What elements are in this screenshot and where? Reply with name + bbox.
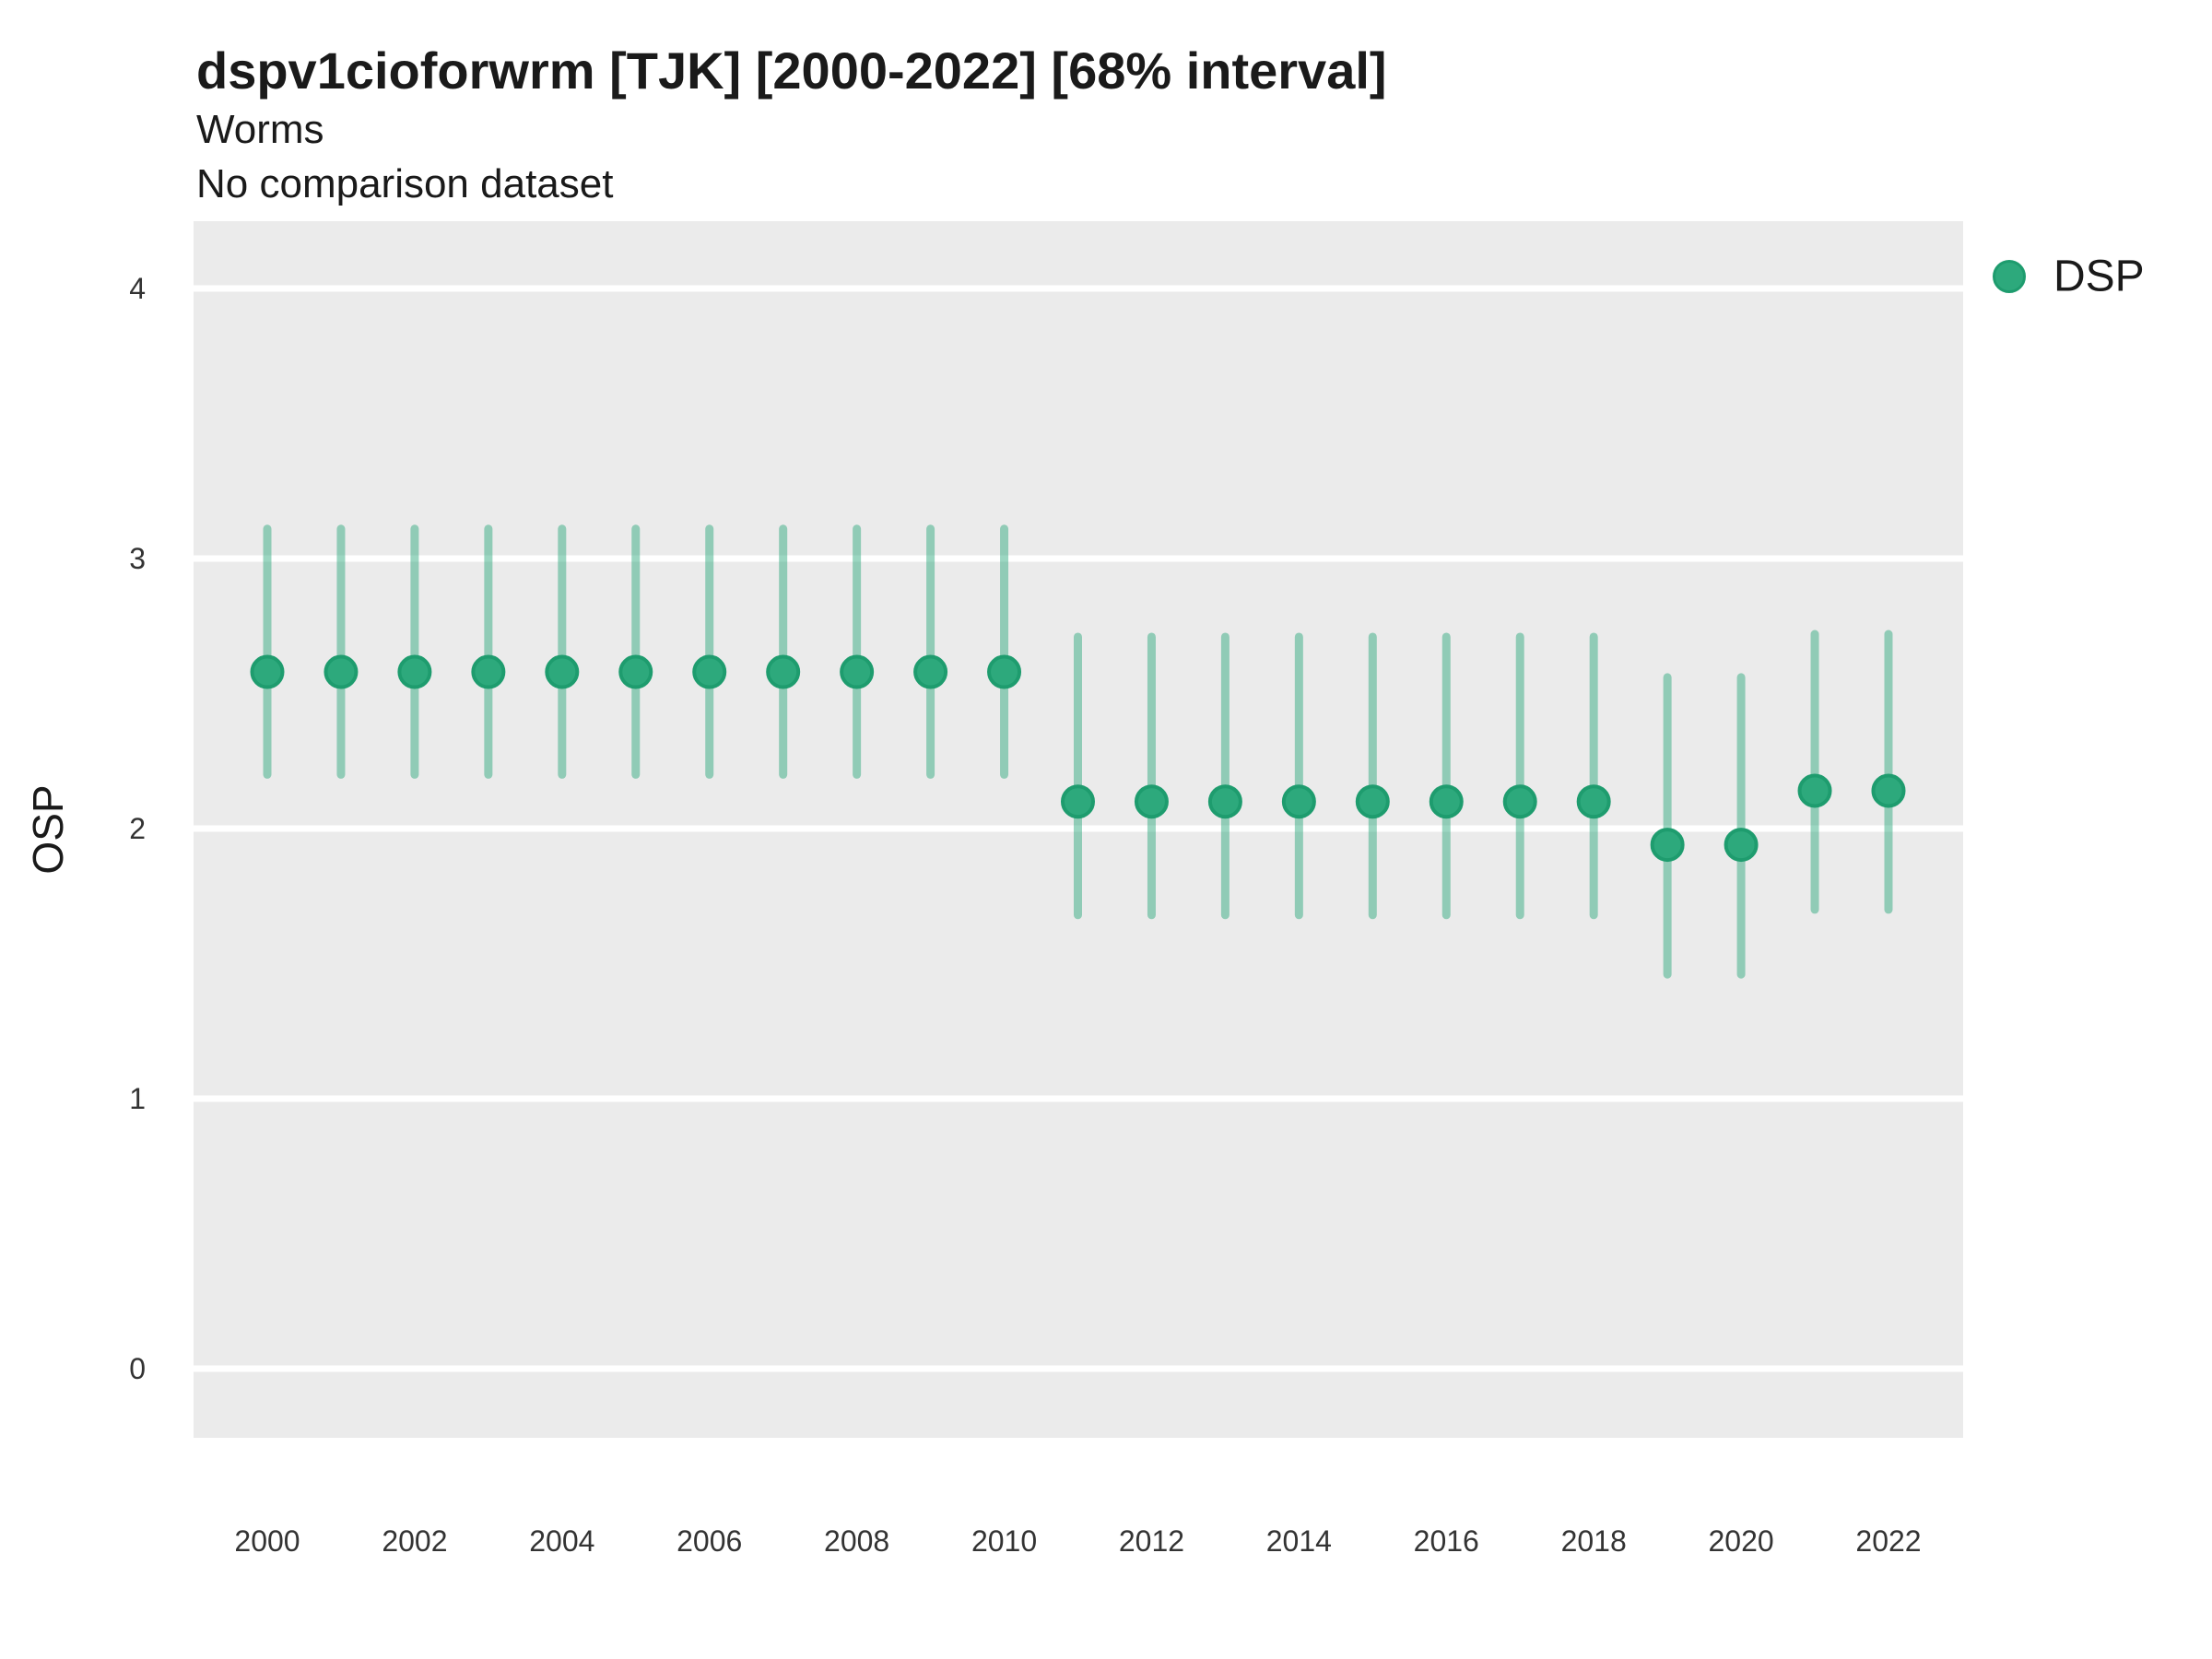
data-point xyxy=(1502,784,1537,819)
legend-marker-icon xyxy=(1993,260,2026,293)
data-point xyxy=(1650,828,1685,863)
y-axis-title: OSP xyxy=(24,784,72,874)
chart-subtitle-comparison: No comparison dataset xyxy=(196,161,613,206)
x-tick-label: 2008 xyxy=(824,1524,889,1558)
data-point xyxy=(1207,784,1242,819)
data-points-layer xyxy=(250,654,1906,863)
y-tick-label: 4 xyxy=(129,272,146,305)
x-tick-label: 2000 xyxy=(234,1524,300,1558)
x-tick-label: 2012 xyxy=(1119,1524,1184,1558)
data-point xyxy=(1281,784,1316,819)
data-point xyxy=(1797,773,1832,808)
data-point xyxy=(1060,784,1095,819)
y-axis-tick-labels: 4 3 2 1 0 xyxy=(129,272,146,1385)
x-tick-label: 2006 xyxy=(677,1524,742,1558)
interval-bars-layer xyxy=(263,524,1893,979)
y-tick-label: 3 xyxy=(129,542,146,575)
data-point xyxy=(1134,784,1169,819)
x-axis-tick-labels: 2000 2002 2004 2006 2008 2010 2012 2014 2016 2018… xyxy=(234,1524,1921,1558)
x-tick-label: 2018 xyxy=(1561,1524,1627,1558)
data-point xyxy=(545,654,580,689)
data-point xyxy=(987,654,1022,689)
x-tick-label: 2020 xyxy=(1708,1524,1773,1558)
data-point xyxy=(840,654,875,689)
data-point xyxy=(397,654,432,689)
data-point xyxy=(1871,773,1906,808)
data-point xyxy=(1576,784,1611,819)
data-point xyxy=(1429,784,1464,819)
x-tick-label: 2002 xyxy=(382,1524,447,1558)
data-point xyxy=(766,654,801,689)
y-tick-label: 1 xyxy=(129,1082,146,1115)
legend: DSP xyxy=(1993,253,2145,301)
y-tick-label: 0 xyxy=(129,1352,146,1385)
data-point xyxy=(692,654,727,689)
x-tick-label: 2010 xyxy=(971,1524,1037,1558)
data-point xyxy=(1724,828,1759,863)
data-point xyxy=(618,654,653,689)
chart-title: dspv1cioforwrm [TJK] [2000-2022] [68% in… xyxy=(196,41,1387,100)
data-point xyxy=(324,654,359,689)
x-tick-label: 2014 xyxy=(1266,1524,1332,1558)
legend-label: DSP xyxy=(2053,253,2145,301)
data-point xyxy=(471,654,506,689)
x-tick-label: 2022 xyxy=(1855,1524,1921,1558)
data-point xyxy=(1355,784,1390,819)
x-tick-label: 2016 xyxy=(1414,1524,1479,1558)
y-tick-label: 2 xyxy=(129,812,146,845)
data-point xyxy=(913,654,948,689)
data-point xyxy=(250,654,285,689)
x-tick-label: 2004 xyxy=(529,1524,594,1558)
chart-subtitle-species: Worms xyxy=(196,107,324,152)
